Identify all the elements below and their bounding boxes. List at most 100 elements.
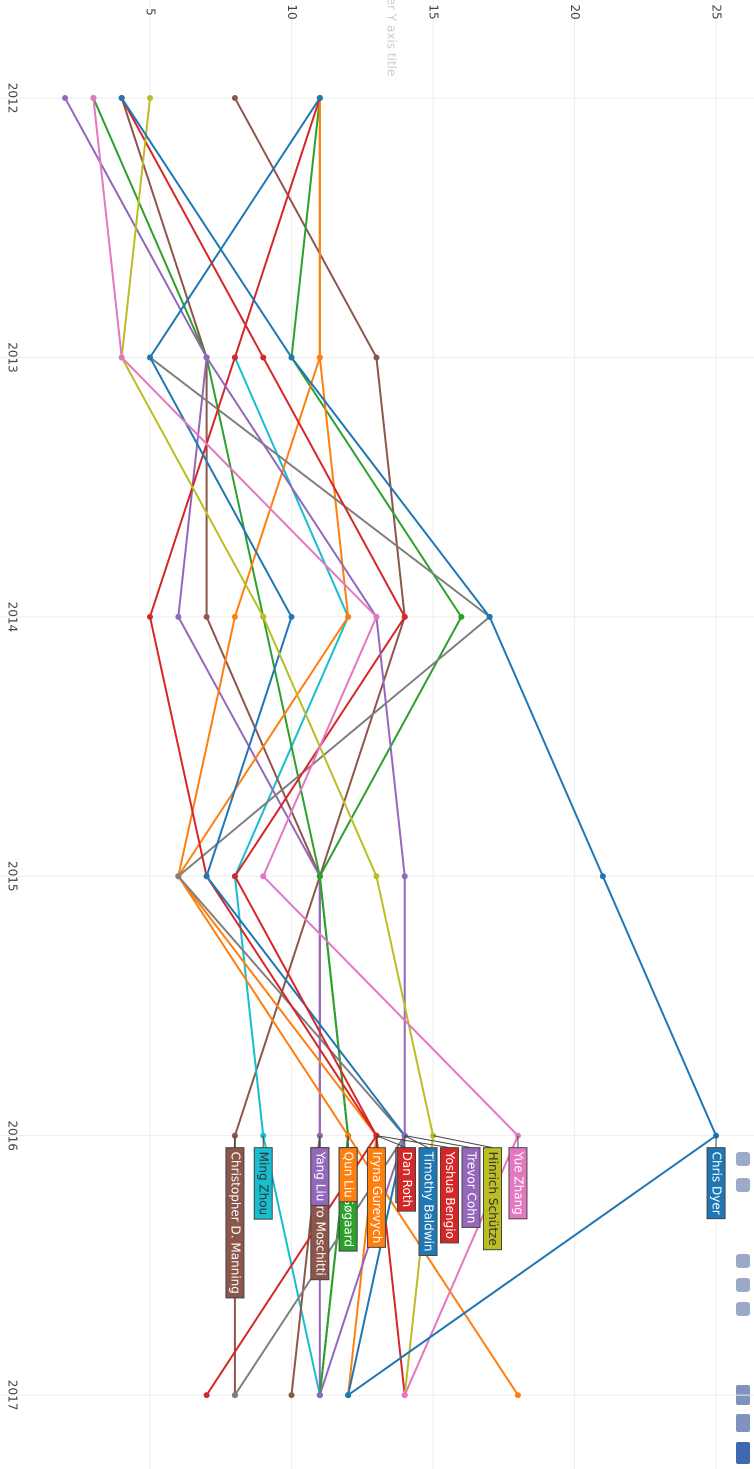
point [288,613,295,620]
label-box [338,1147,358,1203]
hover-label: Hinrich Schütze [432,1135,502,1251]
y-tick-label: 15 [427,4,441,19]
x-tick-label: 2015 [6,861,20,892]
hover-label: Qun Liu [338,1135,358,1203]
point [486,613,493,620]
point [231,613,238,620]
point [345,1392,352,1399]
legend-label: Iryna Gurevych [370,1152,384,1244]
point [231,873,238,880]
legend-label: Trevor Cohn [465,1151,479,1224]
hover-label: Iryna Gurevych [366,1135,386,1248]
legend-label: Yang Liu [313,1151,327,1202]
hover-label: Yue Zhang [508,1135,528,1220]
x-tick-label: 2013 [6,342,20,373]
x-tick-label: 2016 [6,1120,20,1151]
point [260,873,267,880]
logo[interactable] [736,1442,750,1464]
point [147,613,154,620]
hover-label: Yang Liu [310,1135,330,1206]
hover-label: Ming Zhou [253,1135,273,1220]
point [373,613,380,620]
legend-label: Yue Zhang [511,1151,525,1215]
point [401,613,408,620]
legend-label: Chris Dyer [710,1152,724,1215]
point [514,1392,521,1399]
point [316,873,323,880]
mode-button[interactable] [736,1152,750,1166]
label-box [310,1147,330,1206]
mode-button[interactable] [736,1302,750,1316]
point [203,873,210,880]
mode-button[interactable] [736,1178,750,1192]
point [401,1392,408,1399]
point [90,95,97,102]
mode-button[interactable] [736,1278,750,1292]
label-box [366,1147,386,1248]
legend-label: Ming Zhou [257,1152,271,1216]
point [316,354,323,361]
hover-label: Yoshua Bengio [376,1135,459,1244]
label-box [483,1147,502,1251]
hover-label: Trevor Cohn [404,1135,481,1228]
x-tick-label: 2012 [6,83,20,114]
label-box [397,1147,416,1212]
series-line [92,97,350,1396]
y-tick-label: 25 [710,4,724,19]
axis-title-placeholder[interactable]: Click to enter Y axis title [385,0,399,76]
label-box [253,1147,273,1220]
point [231,354,238,361]
y-tick-label: 20 [568,4,582,19]
hover-label: Dan Roth [376,1135,416,1212]
label-box [418,1147,438,1257]
point [316,1392,323,1399]
label-box [461,1147,481,1228]
point [203,613,210,620]
point [118,95,125,102]
point [458,613,465,620]
legend-label: Christopher D. Manning [228,1152,242,1294]
label-box [706,1147,726,1220]
y-tick-label: 5 [144,8,158,16]
point [373,873,380,880]
point [345,613,352,620]
series-line [120,97,718,1396]
label-box [440,1147,459,1244]
point [231,95,238,102]
point [203,1392,210,1399]
mode-button[interactable] [736,1414,750,1432]
x-tick-label: 2014 [6,602,20,633]
point [203,354,210,361]
hover-label: Timothy Baldwin [404,1135,438,1257]
mode-button[interactable] [736,1254,750,1268]
point [175,873,182,880]
legend-label: Yoshua Bengio [443,1151,457,1239]
series-line [120,97,321,1396]
point [260,354,267,361]
legend-label: Hinrich Schütze [486,1152,500,1246]
hover-label: Chris Dyer [706,1135,726,1220]
legend-label: Dan Roth [400,1152,414,1207]
y-tick-label: 10 [285,4,299,19]
legend-label: Qun Liu [342,1152,356,1198]
label-connector [376,1135,407,1149]
point [147,354,154,361]
label-box [508,1147,528,1220]
point [62,95,69,102]
point [260,613,267,620]
modebar [736,1152,750,1464]
point [118,354,125,361]
point [288,354,295,361]
point [231,1392,238,1399]
x-tick-label: 2017 [6,1380,20,1411]
point [401,873,408,880]
point [599,873,606,880]
point [316,95,323,102]
point [175,613,182,620]
point [147,95,154,102]
point [373,354,380,361]
legend-label: Timothy Baldwin [422,1151,436,1252]
label-connector [404,1135,429,1149]
point [288,1392,295,1399]
